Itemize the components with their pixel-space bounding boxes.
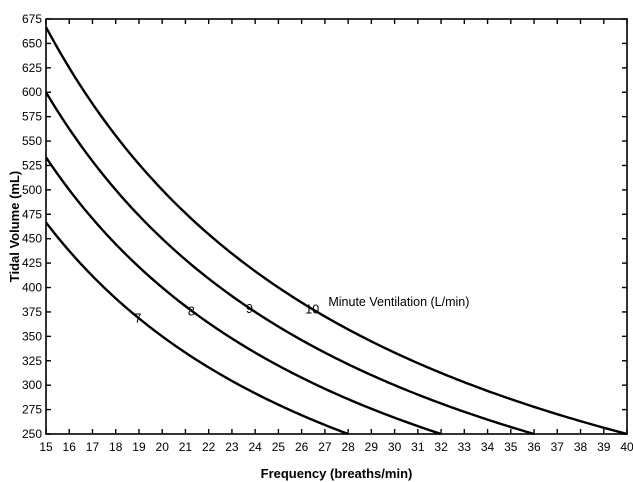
x-tick-label: 16: [63, 440, 77, 454]
x-tick-label: 17: [86, 440, 100, 454]
x-tick-label: 29: [365, 440, 379, 454]
minute-ventilation-annotation: Minute Ventilation (L/min): [328, 295, 469, 309]
x-axis-ticks: 15 16 17 18 19 20 21 22 23 24 25 26 27 28 29 30 31 32 33 34…: [39, 19, 633, 454]
series-label-9: 9: [246, 302, 253, 316]
x-tick-label: 34: [481, 440, 495, 454]
x-tick-label: 26: [295, 440, 309, 454]
y-tick-label: 375: [22, 305, 42, 319]
y-tick-label: 600: [22, 85, 42, 99]
x-tick-label: 38: [574, 440, 588, 454]
y-axis-ticks: 250 275 300 325 350 375 400 425 450 475 500 525 550 5…: [22, 12, 627, 441]
x-tick-label: 23: [225, 440, 239, 454]
y-tick-label: 575: [22, 110, 42, 124]
x-tick-label: 21: [179, 440, 193, 454]
curve-mv-7: [45, 221, 349, 436]
y-tick-label: 525: [22, 158, 42, 172]
series-label-7: 7: [134, 311, 141, 325]
x-tick-label: 22: [202, 440, 216, 454]
y-tick-label: 275: [22, 403, 42, 417]
plot-border: [45, 18, 628, 435]
series-label-10: 10: [305, 303, 319, 317]
series-label-8: 8: [188, 304, 195, 318]
series-labels: 7 8 9 10: [134, 302, 319, 326]
x-tick-label: 27: [318, 440, 332, 454]
y-tick-label: 325: [22, 354, 42, 368]
y-axis-title: Tidal Volume (mL): [7, 171, 22, 282]
curve-mv-8: [45, 156, 442, 436]
curve-mv-10: [44, 26, 628, 436]
x-tick-label: 39: [597, 440, 611, 454]
x-tick-label: 30: [388, 440, 402, 454]
y-tick-label: 650: [22, 36, 42, 50]
x-tick-label: 36: [527, 440, 541, 454]
x-tick-label: 31: [411, 440, 425, 454]
y-tick-label: 300: [22, 378, 42, 392]
x-tick-label: 20: [156, 440, 170, 454]
x-tick-label: 37: [551, 440, 565, 454]
x-tick-label: 25: [272, 440, 286, 454]
y-tick-label: 500: [22, 183, 42, 197]
y-tick-label: 625: [22, 61, 42, 75]
y-tick-label: 550: [22, 134, 42, 148]
x-tick-label: 19: [132, 440, 146, 454]
y-tick-label: 425: [22, 256, 42, 270]
x-tick-label: 24: [248, 440, 262, 454]
y-tick-label: 675: [22, 12, 42, 26]
curves: [44, 26, 628, 436]
curve-mv-9: [44, 91, 535, 436]
plot-frame: [45, 18, 628, 435]
x-tick-label: 35: [504, 440, 518, 454]
y-tick-label: 350: [22, 329, 42, 343]
x-axis-title: Frequency (breaths/min): [261, 466, 413, 481]
x-tick-label: 28: [341, 440, 355, 454]
y-tick-label: 450: [22, 232, 42, 246]
x-tick-label: 18: [109, 440, 123, 454]
x-tick-label: 15: [39, 440, 53, 454]
x-tick-label: 40: [620, 440, 633, 454]
y-tick-label: 250: [22, 427, 42, 441]
y-tick-label: 475: [22, 207, 42, 221]
x-tick-label: 32: [434, 440, 448, 454]
y-tick-label: 400: [22, 281, 42, 295]
x-tick-label: 33: [458, 440, 472, 454]
